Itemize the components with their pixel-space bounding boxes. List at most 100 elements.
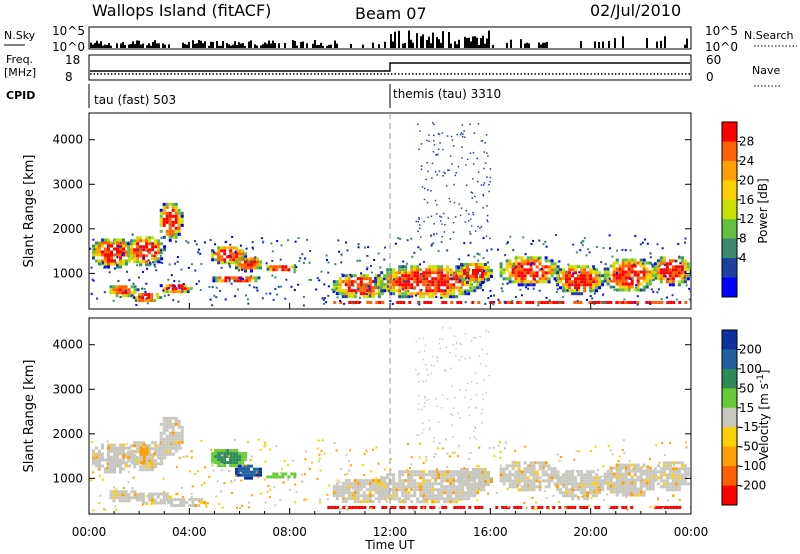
data-pixel [249, 470, 253, 474]
data-pixel [203, 501, 207, 505]
data-pixel [621, 487, 625, 491]
data-pixel [381, 506, 385, 509]
data-pixel [103, 507, 106, 510]
data-pixel [481, 475, 484, 478]
data-pixel [595, 283, 599, 287]
data-pixel [659, 479, 663, 483]
data-pixel [162, 492, 166, 496]
data-pixel [627, 490, 631, 494]
data-pixel [318, 498, 321, 501]
data-pixel [672, 464, 675, 467]
data-pixel [458, 494, 462, 498]
data-pixel [356, 497, 360, 501]
data-pixel [645, 484, 649, 488]
data-pixel [383, 485, 387, 489]
data-pixel [677, 461, 681, 465]
data-pixel [92, 244, 95, 248]
noise-bar [238, 42, 240, 48]
data-pixel [223, 252, 227, 256]
data-pixel [381, 301, 385, 304]
data-pixel [468, 406, 470, 409]
noise-bar [294, 41, 296, 48]
data-pixel [267, 484, 270, 487]
data-pixel [356, 479, 360, 483]
data-pixel [237, 467, 241, 471]
data-pixel [422, 470, 426, 474]
data-pixel [431, 277, 435, 281]
data-pixel [572, 243, 575, 246]
data-pixel [104, 256, 107, 260]
data-pixel [377, 252, 380, 255]
data-pixel [145, 462, 149, 466]
data-pixel [455, 488, 459, 492]
data-pixel [407, 295, 411, 299]
data-pixel [627, 267, 631, 271]
data-pixel [455, 494, 459, 498]
data-pixel [122, 449, 125, 453]
data-pixel [112, 490, 116, 494]
data-pixel [153, 463, 156, 466]
data-pixel [178, 280, 181, 283]
data-pixel [495, 506, 499, 509]
colorbar-segment [722, 199, 737, 220]
data-pixel [604, 301, 607, 304]
data-pixel [668, 277, 672, 281]
data-pixel [667, 463, 670, 466]
data-pixel [226, 246, 230, 250]
data-pixel [639, 466, 643, 470]
data-pixel [342, 506, 346, 509]
data-pixel [344, 289, 348, 293]
data-pixel [422, 380, 425, 383]
noise-bar [318, 44, 320, 48]
data-pixel [119, 259, 122, 263]
data-pixel [244, 464, 247, 467]
noise-bar [184, 44, 186, 48]
data-pixel [398, 476, 402, 480]
data-pixel [465, 281, 469, 284]
data-pixel [171, 416, 175, 420]
data-pixel [472, 211, 474, 214]
data-pixel [299, 257, 302, 260]
data-pixel [577, 277, 581, 281]
data-pixel [107, 250, 110, 254]
data-pixel [651, 487, 655, 491]
data-pixel [377, 280, 381, 284]
data-pixel [392, 283, 396, 287]
data-pixel [642, 472, 646, 476]
data-pixel [609, 264, 613, 268]
data-pixel [176, 260, 179, 263]
data-pixel [630, 481, 634, 485]
data-pixel [515, 295, 518, 298]
data-pixel [168, 202, 172, 206]
data-pixel [332, 280, 336, 284]
data-pixel [531, 496, 534, 499]
data-pixel [571, 280, 575, 284]
data-pixel [354, 506, 358, 509]
data-pixel [483, 379, 486, 382]
freq-label: Freq. [6, 53, 33, 66]
data-pixel [141, 501, 145, 505]
data-pixel [434, 271, 438, 275]
data-pixel [512, 249, 515, 252]
data-pixel [656, 291, 659, 294]
data-pixel [281, 475, 285, 479]
data-pixel [492, 300, 495, 303]
data-pixel [586, 473, 590, 477]
data-pixel [465, 266, 469, 269]
data-pixel [526, 464, 530, 468]
data-pixel [627, 273, 631, 277]
data-pixel [417, 123, 419, 125]
data-pixel [567, 506, 571, 509]
data-pixel [410, 286, 414, 290]
data-pixel [677, 476, 681, 480]
data-pixel [489, 269, 493, 272]
y-tick-label: 2000 [52, 222, 83, 236]
data-pixel [477, 301, 481, 304]
data-pixel [642, 261, 646, 265]
data-pixel [659, 259, 663, 263]
data-pixel [224, 276, 228, 280]
data-pixel [350, 464, 353, 467]
data-pixel [452, 476, 456, 480]
data-pixel [517, 262, 521, 266]
data-pixel [612, 270, 616, 274]
